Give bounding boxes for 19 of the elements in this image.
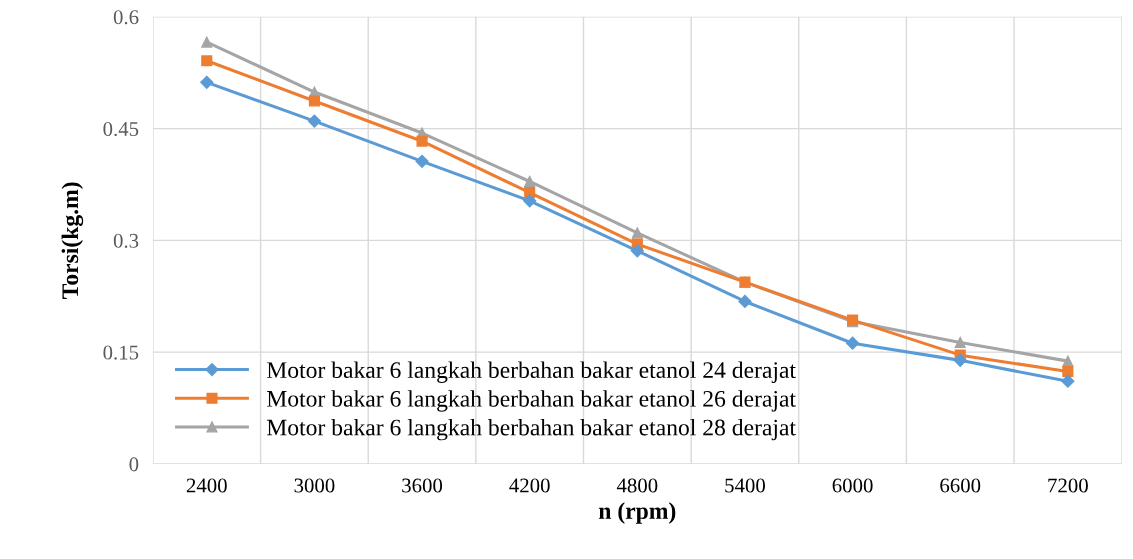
x-tick-label: 5400 — [725, 478, 765, 493]
y-tick-label: 0.3 — [113, 233, 139, 248]
legend-label: Motor bakar 6 langkah berbahan bakar etanol 28 derajat — [266, 418, 796, 441]
x-tick-label: 4200 — [509, 478, 550, 493]
y-axis-title: Torsi(kg.m) — [61, 182, 84, 299]
legend-label: Motor bakar 6 langkah berbahan bakar etanol 26 derajat — [266, 390, 796, 412]
x-tick-label: 3600 — [402, 478, 443, 493]
x-tick-label: 6000 — [832, 478, 873, 493]
x-tick-label: 6600 — [940, 478, 981, 493]
x-tick-label: 4800 — [616, 478, 658, 493]
x-axis-title: n (rpm) — [598, 502, 676, 524]
x-tick-label: 3000 — [294, 478, 335, 493]
y-tick-label: 0.6 — [113, 10, 139, 25]
y-tick-label: 0.45 — [103, 121, 139, 137]
y-tick-label: 0 — [129, 457, 139, 472]
x-tick-label: 7200 — [1048, 478, 1088, 493]
legend-label: Motor bakar 6 langkah berbahan bakar etanol 24 derajat — [266, 361, 796, 383]
x-tick-label: 2400 — [186, 478, 227, 493]
y-tick-label: 0.15 — [103, 345, 139, 360]
